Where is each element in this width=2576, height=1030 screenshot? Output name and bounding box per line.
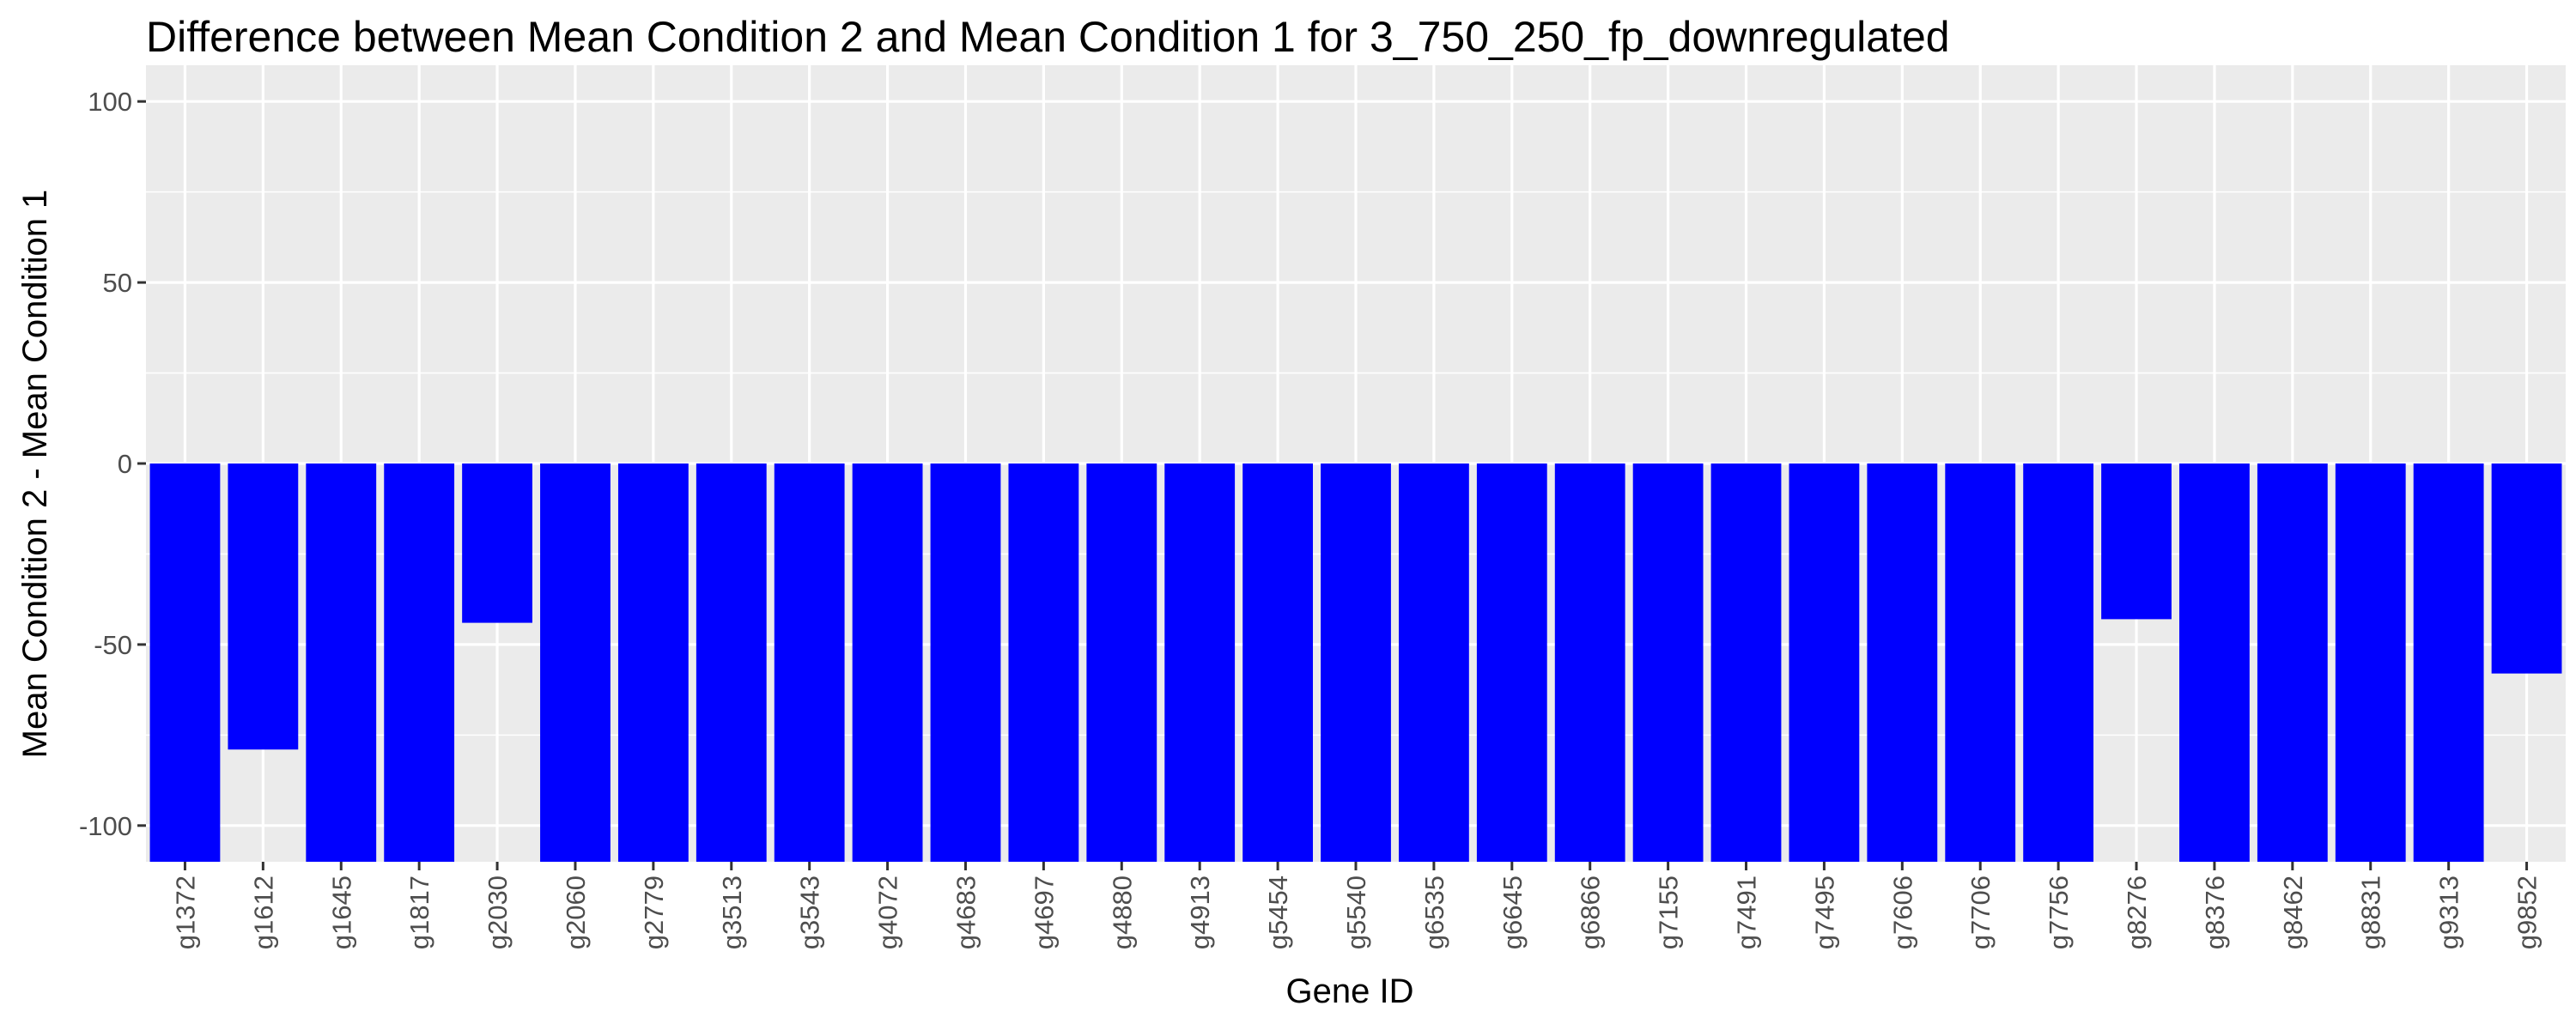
bar-g4880: [1086, 464, 1157, 862]
x-tick-label: g5454: [1263, 876, 1293, 949]
bar-g8462: [2257, 464, 2328, 862]
bar-g1612: [228, 464, 299, 750]
x-tick-label: g2030: [483, 876, 513, 949]
x-tick-label: g4913: [1185, 876, 1215, 949]
x-tick-label: g6645: [1498, 876, 1528, 949]
bar-g4072: [852, 464, 923, 862]
bar-g8831: [2335, 464, 2406, 862]
x-tick-label: g8831: [2356, 876, 2386, 949]
x-tick-label: g8376: [2200, 876, 2230, 949]
x-tick-label: g7706: [1965, 876, 1996, 949]
bar-g2779: [617, 464, 689, 862]
bar-g7495: [1789, 464, 1860, 862]
bar-g7606: [1867, 464, 1938, 862]
bar-g6866: [1554, 464, 1625, 862]
bar-g7706: [1945, 464, 2016, 862]
x-tick-label: g8462: [2278, 876, 2308, 949]
bar-g4683: [930, 464, 1001, 862]
x-axis-title: Gene ID: [1286, 972, 1414, 1010]
x-tick-label: g5540: [1341, 876, 1371, 949]
x-tick-label: g1817: [404, 876, 434, 949]
x-tick-label: g4072: [873, 876, 903, 949]
bar-g2060: [540, 464, 611, 862]
x-tick-label: g7606: [1887, 876, 1917, 949]
y-tick-label: -50: [94, 630, 132, 660]
x-tick-label: g2779: [639, 876, 669, 949]
x-tick-label: g1645: [326, 876, 356, 949]
x-tick-label: g7495: [1809, 876, 1839, 949]
bar-g7155: [1632, 464, 1704, 862]
bar-g8376: [2179, 464, 2250, 862]
bar-g1645: [306, 464, 377, 862]
x-tick-label: g3543: [795, 876, 825, 949]
x-tick-label: g4880: [1107, 876, 1137, 949]
y-axis-title: Mean Condition 2 - Mean Condition 1: [16, 190, 54, 759]
bar-g5454: [1242, 464, 1314, 862]
bar-g4913: [1164, 464, 1236, 862]
x-tick-label: g8276: [2122, 876, 2152, 949]
bar-g6535: [1398, 464, 1469, 862]
x-tick-label: g4697: [1029, 876, 1059, 949]
chart-title: Difference between Mean Condition 2 and …: [146, 13, 1950, 61]
y-tick-label: 50: [103, 268, 132, 298]
x-tick-label: g2060: [561, 876, 591, 949]
bar-g3513: [696, 464, 767, 862]
bar-g2030: [462, 464, 532, 623]
bar-g6645: [1476, 464, 1547, 862]
bar-g3543: [774, 464, 845, 862]
x-tick-label: g4683: [951, 876, 981, 949]
x-tick-label: g7491: [1732, 876, 1762, 949]
y-tick-label: 100: [88, 87, 132, 117]
bar-g9852: [2491, 464, 2562, 674]
bar-g4697: [1008, 464, 1079, 862]
x-tick-label: g9313: [2434, 876, 2464, 949]
x-tick-label: g3513: [717, 876, 747, 949]
bar-g8276: [2101, 464, 2172, 620]
x-tick-label: g9852: [2512, 876, 2543, 949]
x-tick-label: g1612: [248, 876, 278, 949]
bar-g5540: [1321, 464, 1391, 862]
x-tick-label: g7155: [1654, 876, 1684, 949]
bar-g1817: [384, 464, 455, 862]
bar-g1372: [149, 464, 221, 862]
x-tick-label: g1372: [170, 876, 200, 949]
bar-g7756: [2023, 464, 2094, 862]
x-tick-label: g7756: [2044, 876, 2074, 949]
x-tick-label: g6535: [1419, 876, 1449, 949]
y-tick-label: 0: [118, 449, 132, 479]
y-tick-label: -100: [79, 811, 132, 841]
bar-g7491: [1710, 464, 1782, 862]
x-tick-label: g6866: [1576, 876, 1606, 949]
bar-g9313: [2413, 464, 2484, 862]
